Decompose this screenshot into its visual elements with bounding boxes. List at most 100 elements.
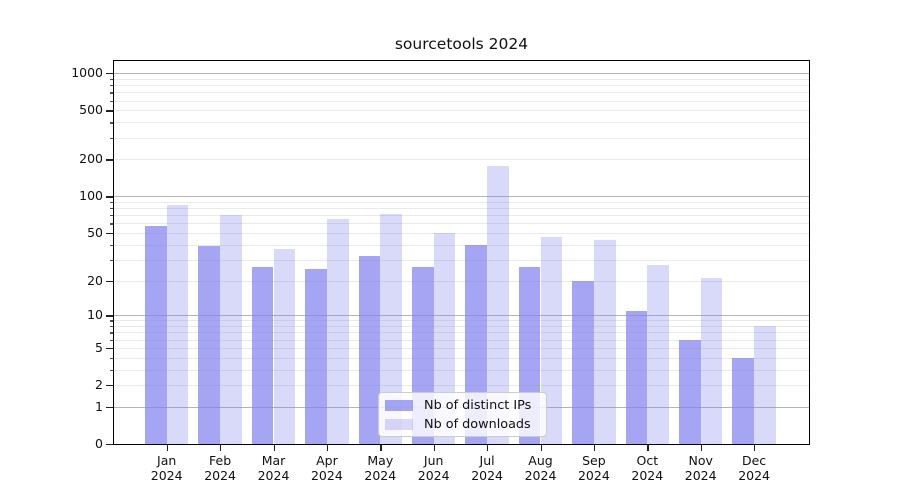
bar-distinct-ips [144, 226, 167, 444]
gridline-minor [114, 159, 810, 161]
y-minor-tick-mark [109, 232, 113, 235]
gridline-minor [114, 259, 810, 261]
legend-label: Nb of downloads [424, 416, 531, 432]
x-tick-label: May 2024 [348, 453, 412, 483]
y-minor-tick-mark [109, 357, 113, 359]
x-tick-year: 2024 [524, 468, 557, 483]
x-tick-month: Mar [261, 453, 286, 468]
bar-distinct-ips [305, 269, 327, 444]
y-minor-tick-mark [109, 137, 113, 139]
gridline-minor [114, 385, 810, 386]
gridline-minor [114, 110, 810, 112]
gridline-minor [114, 100, 810, 102]
x-tick-year: 2024 [417, 468, 450, 483]
gridline-minor [114, 332, 810, 334]
legend-item: Nb of downloads [385, 417, 538, 432]
bar-downloads [166, 204, 189, 444]
x-tick-year: 2024 [364, 468, 397, 483]
x-tick-year: 2024 [738, 468, 770, 483]
x-tick-month: Jan [157, 453, 177, 468]
y-minor-tick-mark [109, 369, 113, 371]
gridline-minor [114, 208, 810, 210]
y-tick-mark [106, 315, 113, 317]
y-minor-tick-mark [109, 280, 113, 282]
x-tick-label: Sep 2024 [562, 453, 626, 483]
x-tick-label: Nov 2024 [669, 453, 733, 483]
x-tick-month: Dec [741, 453, 767, 468]
bar-distinct-ips [572, 280, 594, 444]
x-tick-year: 2024 [204, 468, 236, 483]
x-tick-label: Mar 2024 [242, 453, 306, 483]
bar-distinct-ips [251, 267, 274, 444]
legend-label: Nb of distinct IPs [424, 397, 532, 413]
x-tick-month: Oct [636, 453, 659, 468]
y-tick-mark [106, 196, 113, 198]
y-minor-tick-mark [109, 332, 113, 334]
y-minor-tick-mark [109, 208, 113, 210]
y-tick-label: 2 [95, 377, 103, 392]
x-tick-mark [166, 445, 168, 451]
y-tick-label: 200 [79, 151, 103, 167]
legend-item: Nb of distinct IPs [385, 398, 538, 413]
x-tick-mark [433, 445, 435, 451]
x-tick-month: Nov [688, 453, 713, 468]
y-minor-tick-mark [109, 100, 113, 102]
gridline-minor [114, 223, 810, 225]
y-tick-mark [106, 444, 113, 446]
x-tick-month: Sep [582, 453, 606, 468]
gridline-minor [114, 369, 810, 371]
y-minor-tick-mark [109, 122, 113, 124]
x-tick-mark [754, 445, 756, 451]
x-tick-label: Jul 2024 [455, 453, 519, 483]
legend-swatch-distinct-ips [385, 399, 413, 411]
y-minor-tick-mark [109, 201, 113, 204]
bar-distinct-ips [678, 339, 701, 444]
gridline-major [114, 73, 810, 75]
bar-downloads [593, 239, 616, 444]
y-tick-mark [106, 406, 113, 409]
y-minor-tick-mark [109, 92, 113, 94]
x-tick-mark [700, 445, 702, 451]
x-tick-year: 2024 [310, 468, 343, 483]
y-tick-label: 1 [95, 398, 103, 414]
x-tick-month: Apr [316, 453, 338, 468]
legend-swatch-downloads [385, 418, 413, 430]
y-minor-tick-mark [109, 223, 113, 225]
gridline-minor [114, 201, 810, 203]
y-minor-tick-mark [109, 244, 113, 246]
gridline-minor [114, 85, 810, 87]
bar-downloads [754, 326, 776, 444]
x-tick-label: Dec 2024 [722, 453, 786, 483]
y-minor-tick-mark [109, 215, 113, 217]
x-tick-year: 2024 [150, 468, 183, 483]
gridline-minor [114, 137, 810, 139]
gridline-major [114, 315, 810, 317]
y-minor-tick-mark [109, 347, 113, 350]
x-tick-year: 2024 [684, 468, 717, 483]
y-tick-label: 10 [87, 307, 103, 323]
gridline-major [114, 196, 810, 198]
bar-downloads [700, 278, 723, 444]
gridline-minor [114, 92, 810, 94]
gridline-minor [114, 326, 810, 328]
x-tick-label: Aug 2024 [509, 453, 573, 483]
bar-downloads [273, 248, 296, 444]
legend: Nb of distinct IPs Nb of downloads [378, 392, 547, 437]
y-minor-tick-mark [109, 110, 113, 112]
x-tick-year: 2024 [577, 468, 610, 483]
y-minor-tick-mark [109, 339, 113, 341]
gridline-minor [114, 244, 810, 246]
y-tick-label: 20 [87, 272, 103, 288]
bar-downloads [380, 213, 403, 444]
x-tick-month: Jul [479, 453, 495, 468]
bar-distinct-ips [198, 246, 221, 444]
y-tick-label: 0 [95, 436, 103, 451]
bar-downloads [220, 215, 242, 444]
x-tick-label: Oct 2024 [615, 453, 679, 483]
x-tick-mark [593, 445, 596, 451]
bar-downloads [487, 165, 509, 444]
x-tick-mark [487, 445, 489, 451]
gridline-minor [114, 232, 810, 234]
y-tick-label: 5 [95, 339, 103, 355]
